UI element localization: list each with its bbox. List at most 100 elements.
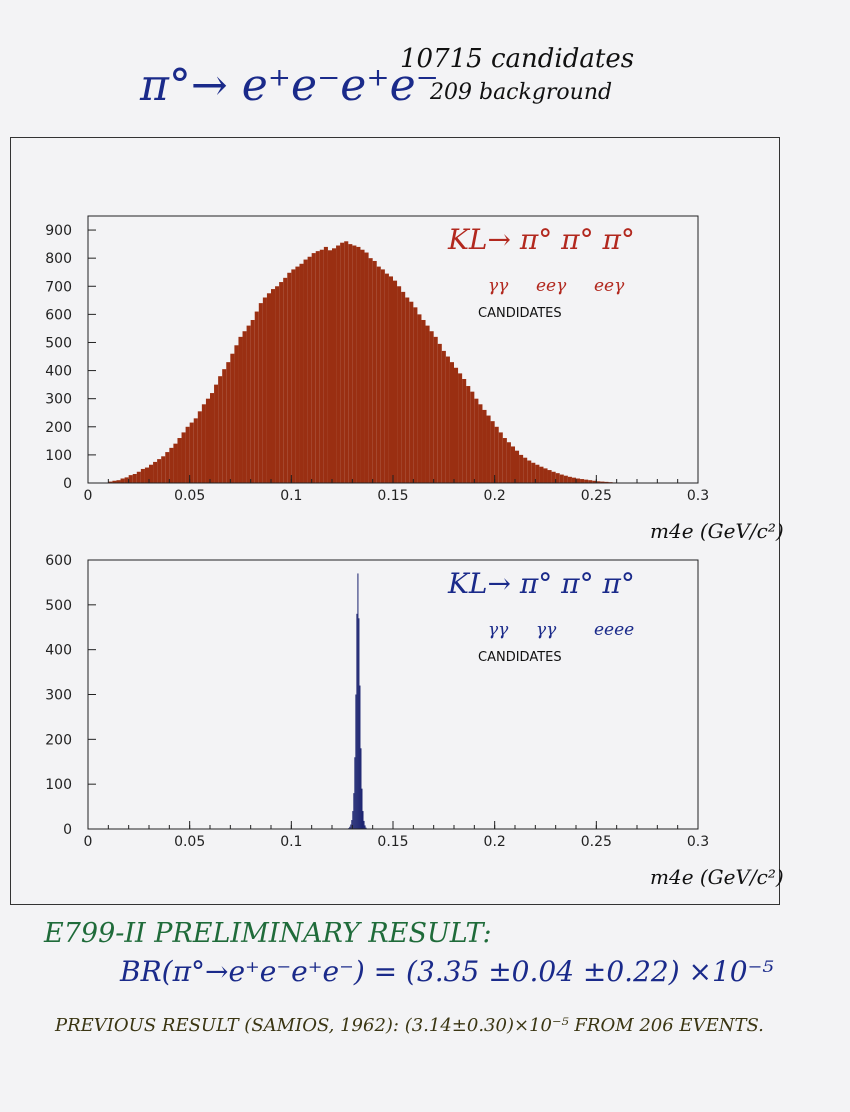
histogram-bar xyxy=(360,249,365,483)
histogram-bar xyxy=(555,473,560,483)
histogram-bar xyxy=(502,438,507,483)
histogram-bar xyxy=(128,475,133,483)
histogram-bar xyxy=(327,250,332,483)
candidates-label: CANDIDATES xyxy=(478,650,562,665)
histogram-bar xyxy=(482,409,487,483)
histogram-bar xyxy=(271,289,276,483)
histogram-bar xyxy=(254,311,259,483)
histogram-bar xyxy=(185,426,190,483)
histogram-bar xyxy=(283,277,288,483)
histogram-bar xyxy=(604,481,609,483)
histogram-bar xyxy=(214,384,219,483)
histogram-bar xyxy=(409,301,414,483)
histogram-bar xyxy=(161,456,166,483)
y-tick-label: 600 xyxy=(45,553,72,569)
histogram-bar xyxy=(563,475,568,483)
x-tick-label: 0.25 xyxy=(581,834,612,850)
x-tick-label: 0 xyxy=(84,488,93,504)
histogram-bar xyxy=(498,432,503,483)
histogram-bar xyxy=(360,748,362,829)
histogram-bar xyxy=(388,276,393,483)
histogram-bar xyxy=(173,443,178,483)
histogram-bar xyxy=(124,477,129,483)
histogram-bar xyxy=(349,826,351,829)
histogram-bar xyxy=(218,376,223,483)
histogram-bar xyxy=(344,241,349,483)
y-tick-label: 200 xyxy=(45,420,72,436)
histogram-bar xyxy=(433,336,438,483)
histogram-bar xyxy=(354,757,356,829)
histogram-bar xyxy=(543,468,548,483)
histogram-bar xyxy=(332,248,337,483)
histogram-bar xyxy=(165,452,170,483)
histogram-bar xyxy=(449,362,454,483)
histogram-bar xyxy=(531,462,536,483)
x-tick-label: 0.2 xyxy=(484,834,506,850)
y-tick-label: 0 xyxy=(63,822,72,838)
x-tick-label: 0.15 xyxy=(377,488,408,504)
x-tick-label: 0.3 xyxy=(687,488,709,504)
y-tick-label: 400 xyxy=(45,364,72,380)
histogram-bar xyxy=(519,454,524,483)
histogram-bar xyxy=(287,272,292,483)
y-tick-label: 0 xyxy=(63,476,72,492)
histogram-bar xyxy=(437,343,442,483)
histogram-bar xyxy=(368,258,373,483)
histogram-bar xyxy=(157,459,162,483)
histogram-bar xyxy=(144,467,149,483)
histogram-bar xyxy=(319,249,324,483)
histogram-bar xyxy=(357,573,359,829)
histogram-bar xyxy=(361,788,363,829)
histogram-bar xyxy=(132,474,137,483)
histogram-bar xyxy=(506,442,511,483)
branching-ratio: BR(π°→e⁺e⁻e⁺e⁻) = (3.35 ±0.04 ±0.22) ×10… xyxy=(120,955,774,988)
y-tick-label: 100 xyxy=(45,448,72,464)
histogram-bar xyxy=(291,269,296,483)
histogram-bar xyxy=(189,422,194,483)
decay-product-3: eeγ xyxy=(594,276,625,296)
result-heading: E799-II PRELIMINARY RESULT: xyxy=(44,918,492,949)
histogram-bar xyxy=(197,411,202,483)
histogram-bar xyxy=(535,464,540,483)
y-tick-label: 600 xyxy=(45,307,72,323)
background-count: 209 background xyxy=(430,80,613,105)
x-tick-label: 0.25 xyxy=(581,488,612,504)
histogram-bar xyxy=(445,356,450,483)
x-tick-label: 0 xyxy=(84,834,93,850)
histogram-bar xyxy=(108,481,113,483)
histogram-bar xyxy=(355,694,357,829)
histogram-bar xyxy=(262,297,267,483)
histogram-bar xyxy=(571,477,576,483)
histogram-bar xyxy=(112,480,117,483)
histogram-bar xyxy=(458,373,463,483)
histogram-bar xyxy=(205,398,210,483)
histogram-bar xyxy=(539,466,544,483)
x-axis-label: m4e (GeV/c²) xyxy=(650,865,784,889)
histogram-bar xyxy=(230,353,235,483)
histogram-bar xyxy=(429,331,434,483)
histogram-bar xyxy=(547,470,552,483)
y-tick-label: 900 xyxy=(45,223,72,239)
histogram-bar xyxy=(364,252,369,483)
histogram-bar xyxy=(116,480,121,483)
histogram-bar xyxy=(295,266,300,483)
histogram-bar xyxy=(584,479,589,483)
histogram-bar xyxy=(515,450,520,483)
histogram-bar xyxy=(303,259,308,483)
histogram-bar xyxy=(474,398,479,483)
histogram-bar xyxy=(177,438,182,483)
histogram-bar xyxy=(336,245,341,483)
histogram-bar xyxy=(238,336,243,483)
histogram-bar xyxy=(580,479,585,483)
histogram-bar xyxy=(222,369,227,483)
y-tick-label: 500 xyxy=(45,598,72,614)
histogram-bar xyxy=(201,404,206,483)
histogram-bar xyxy=(592,480,597,483)
histogram-bar xyxy=(425,325,430,483)
axes-box xyxy=(87,559,699,830)
x-tick-label: 0.1 xyxy=(280,834,302,850)
histogram-bar xyxy=(466,386,471,483)
histogram-bar xyxy=(136,471,141,483)
histogram-bar xyxy=(352,811,354,829)
